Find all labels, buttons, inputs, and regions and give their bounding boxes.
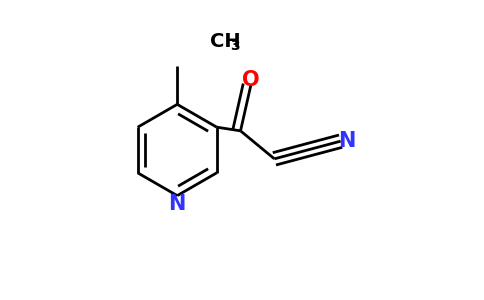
Text: CH: CH <box>210 32 240 51</box>
Text: N: N <box>168 194 186 214</box>
Text: N: N <box>338 131 356 151</box>
Text: 3: 3 <box>229 39 239 53</box>
Text: O: O <box>242 70 259 90</box>
